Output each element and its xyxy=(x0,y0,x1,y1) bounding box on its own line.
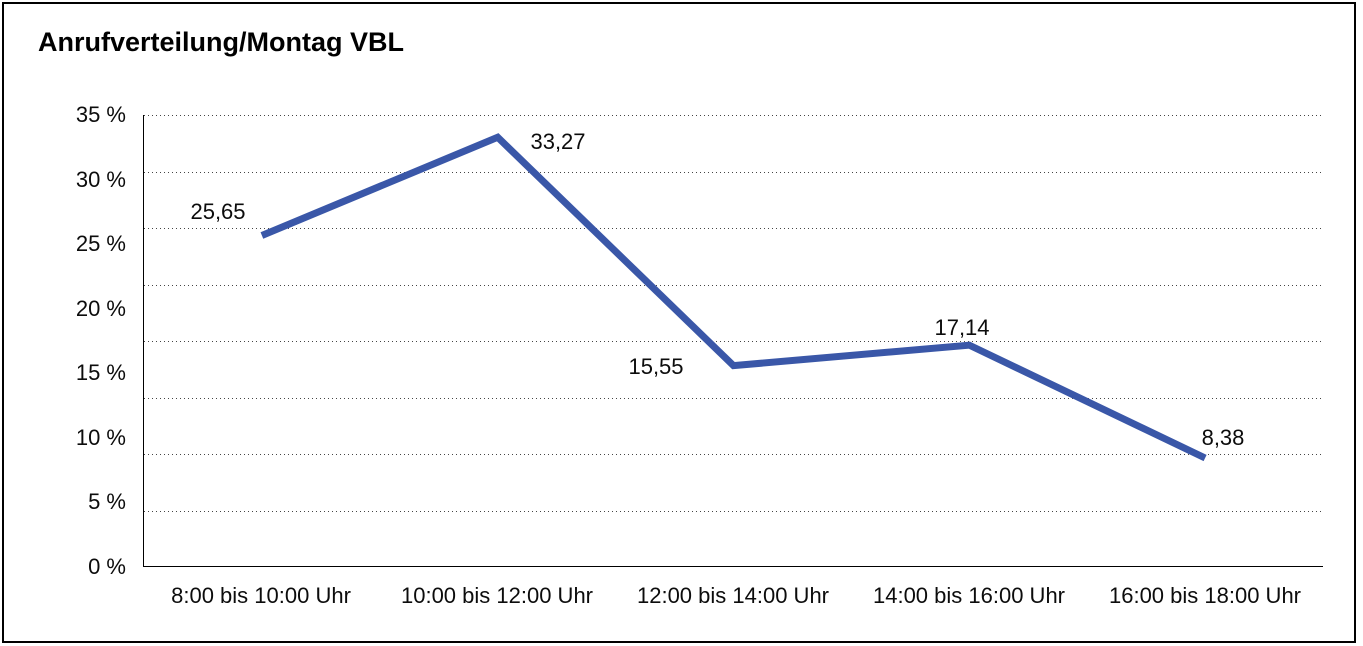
y-tick-label: 0 % xyxy=(88,554,126,579)
gridline xyxy=(144,284,1323,286)
data-label: 33,27 xyxy=(530,129,586,155)
line-series xyxy=(260,133,1207,462)
series-polyline xyxy=(260,133,1207,462)
gridline xyxy=(144,228,1323,229)
x-tick-label: 8:00 bis 10:00 Uhr xyxy=(171,583,351,608)
x-tick-label: 16:00 bis 18:00 Uhr xyxy=(1108,583,1302,608)
data-label: 17,14 xyxy=(934,314,990,340)
y-axis-tick-labels: 35 % 30 % 25 % 20 % 15 % 10 % 5 % 0 % xyxy=(0,102,126,579)
gridline xyxy=(144,115,1323,116)
data-labels: 25,65 33,27 15,55 17,14 8,38 xyxy=(144,115,1323,566)
y-tick-label: 30 % xyxy=(75,166,126,192)
gridline xyxy=(144,454,1323,455)
y-tick-label: 35 % xyxy=(75,102,126,127)
y-tick-label: 20 % xyxy=(75,295,126,321)
gridline xyxy=(144,341,1323,342)
gridline xyxy=(144,397,1323,399)
data-label: 8,38 xyxy=(1201,424,1245,450)
data-label: 25,65 xyxy=(190,198,246,224)
x-tick-label: 14:00 bis 16:00 Uhr xyxy=(872,583,1066,608)
data-label: 15,55 xyxy=(628,354,684,380)
y-tick-label: 25 % xyxy=(75,231,126,257)
y-tick-label: 5 % xyxy=(88,489,126,515)
y-tick-label: 10 % xyxy=(75,424,126,450)
x-tick-label: 10:00 bis 12:00 Uhr xyxy=(400,583,594,608)
x-tick-label: 12:00 bis 14:00 Uhr xyxy=(636,583,830,608)
gridline xyxy=(144,510,1323,512)
chart-title: Anrufverteilung/Montag VBL xyxy=(38,27,404,57)
gridline xyxy=(144,171,1323,173)
x-axis-tick-labels: 8:00 bis 10:00 Uhr 10:00 bis 12:00 Uhr 12:… xyxy=(143,582,1323,614)
plot-area: 25,65 33,27 15,55 17,14 8,38 xyxy=(143,115,1323,567)
y-tick-label: 15 % xyxy=(75,360,126,386)
